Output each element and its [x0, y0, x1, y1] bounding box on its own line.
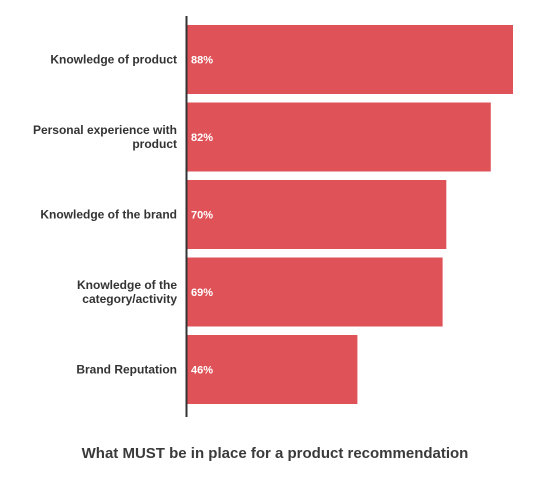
bar-3 [187, 180, 447, 249]
category-label-3: Knowledge of the brand [40, 208, 177, 222]
category-label-4: Knowledge of the category/activity [77, 278, 177, 306]
category-label-2-line-1: Personal experience with [33, 123, 177, 137]
category-label-1-line-1: Knowledge of product [50, 53, 177, 67]
category-label-5: Brand Reputation [76, 363, 177, 377]
category-label-2-line-2: product [132, 137, 177, 151]
data-label-5: 46% [191, 365, 213, 377]
bar-4 [187, 257, 443, 327]
category-label-4-line-1: Knowledge of the [77, 278, 177, 292]
chart-title: What MUST be in place for a product reco… [81, 445, 469, 462]
data-labels: 88% 82% 70% 69% 46% [191, 55, 213, 377]
category-labels: Knowledge of product Personal experience … [33, 53, 177, 377]
bar-5 [187, 335, 358, 404]
bar-1 [187, 25, 513, 94]
bar-2 [187, 102, 491, 172]
bar-chart: Knowledge of product Personal experience … [33, 16, 513, 417]
data-label-4: 69% [191, 287, 213, 299]
category-label-4-line-2: category/activity [82, 292, 177, 306]
category-label-1: Knowledge of product [50, 53, 177, 67]
bars [187, 25, 513, 404]
category-label-2: Personal experience with product [33, 123, 177, 151]
category-label-5-line-1: Brand Reputation [76, 363, 177, 377]
data-label-2: 82% [191, 132, 213, 144]
data-label-3: 70% [191, 210, 213, 222]
category-label-3-line-1: Knowledge of the brand [40, 208, 177, 222]
data-label-1: 88% [191, 55, 213, 67]
